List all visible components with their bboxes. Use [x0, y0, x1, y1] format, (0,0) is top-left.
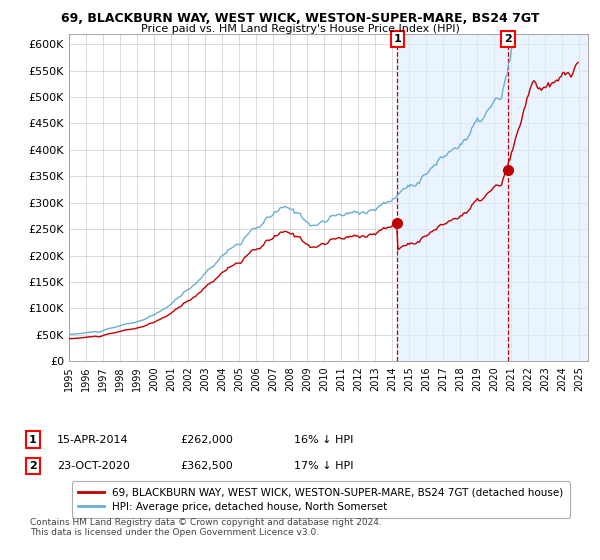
Text: Price paid vs. HM Land Registry's House Price Index (HPI): Price paid vs. HM Land Registry's House … — [140, 24, 460, 34]
Text: 16% ↓ HPI: 16% ↓ HPI — [294, 435, 353, 445]
Text: £262,000: £262,000 — [180, 435, 233, 445]
Text: 69, BLACKBURN WAY, WEST WICK, WESTON-SUPER-MARE, BS24 7GT: 69, BLACKBURN WAY, WEST WICK, WESTON-SUP… — [61, 12, 539, 25]
Bar — [397, 34, 588, 361]
Text: 23-OCT-2020: 23-OCT-2020 — [57, 461, 130, 471]
Legend: 69, BLACKBURN WAY, WEST WICK, WESTON-SUPER-MARE, BS24 7GT (detached house), HPI:: 69, BLACKBURN WAY, WEST WICK, WESTON-SUP… — [71, 482, 570, 518]
Text: 1: 1 — [29, 435, 37, 445]
Text: Contains HM Land Registry data © Crown copyright and database right 2024.
This d: Contains HM Land Registry data © Crown c… — [30, 518, 382, 538]
Text: 2: 2 — [504, 34, 512, 44]
Text: 2: 2 — [29, 461, 37, 471]
Text: 17% ↓ HPI: 17% ↓ HPI — [294, 461, 353, 471]
Text: 15-APR-2014: 15-APR-2014 — [57, 435, 128, 445]
Text: £362,500: £362,500 — [180, 461, 233, 471]
Text: 1: 1 — [394, 34, 401, 44]
